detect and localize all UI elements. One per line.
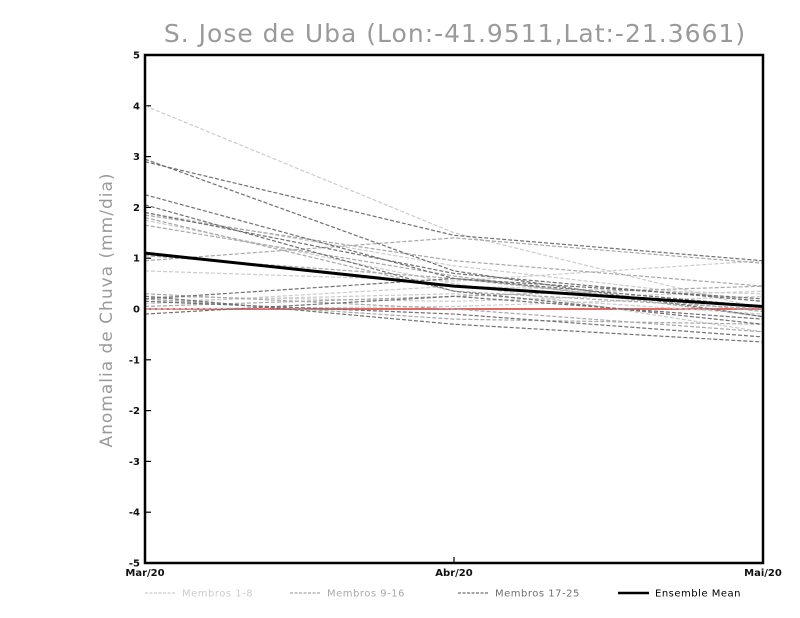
members-17-25-line [144,204,764,325]
y-tick-label: -1 [129,355,140,366]
chart-title: S. Jose de Uba (Lon:-41.9511,Lat:-21.366… [164,19,746,48]
members-1-8-line [144,219,764,333]
y-tick-label: 0 [133,305,140,316]
members-1-8-line [144,211,764,302]
y-tick-label: 3 [133,152,140,163]
legend-label: Membros 17-25 [495,589,580,600]
y-axis-label: Anomalia de Chuva (mm/dia) [97,172,117,447]
members-17-25-line [144,277,764,300]
ensemble-mean-line [144,251,764,308]
y-tick-label: -3 [129,457,140,468]
x-tick-label: Mai/20 [744,568,782,579]
y-tick-label: 2 [133,203,140,214]
y-tick-label: -2 [129,406,140,417]
members-17-25-line [144,158,764,318]
legend-label: Membros 9-16 [327,589,405,600]
y-tick-label: -4 [129,508,140,519]
members-1-8-line [144,105,764,310]
y-tick-label: 4 [133,101,140,112]
members-17-25-line [144,300,764,338]
legend-label: Ensemble Mean [655,589,741,600]
members-17-25-line [144,295,764,320]
plot-frame [143,53,765,565]
x-tick-label: Abr/20 [435,568,472,579]
x-tick-label: Mar/20 [125,568,164,579]
members-17-25-line [144,161,764,262]
members-1-8-line [144,260,764,282]
members-17-25-line [144,211,764,302]
y-tick-label: 5 [133,51,140,62]
y-tick-label: 1 [133,254,140,265]
members-9-16-line [144,237,764,264]
members-9-16-line [144,293,764,333]
y-tick-label: -5 [129,559,140,570]
members-9-16-line [144,216,764,310]
legend-label: Membros 1-8 [182,589,253,600]
members-9-16-line [144,214,764,287]
